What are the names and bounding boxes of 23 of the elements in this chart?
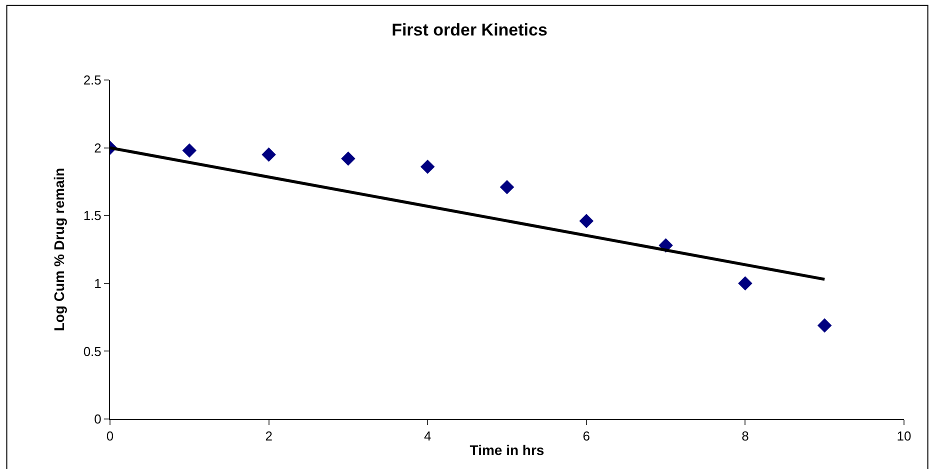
y-tick-label: 2 — [94, 140, 102, 156]
x-tick-label: 0 — [106, 428, 114, 444]
x-tick-label: 2 — [265, 428, 272, 444]
y-tick-label: 2.5 — [83, 72, 102, 88]
point — [262, 147, 276, 162]
y-tick-label: 1 — [94, 276, 102, 291]
point — [817, 318, 832, 333]
point — [341, 152, 356, 166]
x-tick-label: 6 — [582, 428, 590, 444]
x-tick-label: 4 — [424, 428, 432, 444]
point — [182, 143, 197, 158]
x-tick-label: 8 — [742, 428, 749, 444]
y-tick-label: 0.5 — [83, 344, 102, 359]
point — [500, 180, 514, 194]
point — [420, 160, 435, 174]
y-axis-title: Log Cum % Drug remain — [50, 168, 67, 332]
y-tick-label: 0 — [94, 412, 102, 427]
chart-title: First order Kinetics — [392, 20, 548, 40]
y-tick-label: 1.5 — [83, 208, 102, 224]
point — [579, 214, 594, 228]
point — [738, 276, 752, 291]
x-axis-title: Time in hrs — [470, 442, 544, 458]
x-tick-label: 10 — [896, 428, 912, 444]
